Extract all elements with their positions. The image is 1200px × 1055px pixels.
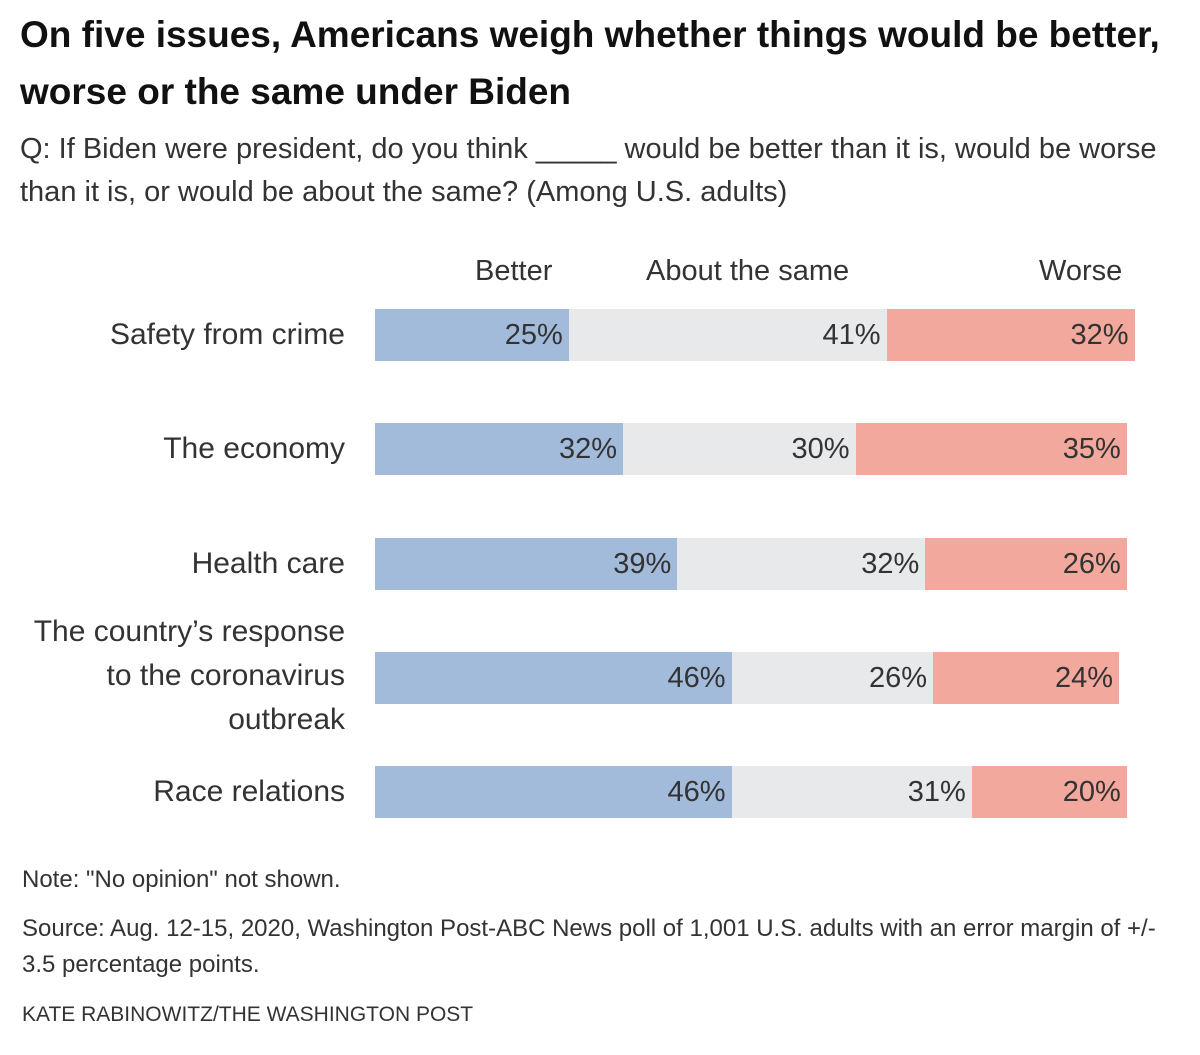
bar-worse	[925, 538, 1127, 590]
category-label: Race relations	[153, 775, 345, 808]
data-label: 41%	[822, 319, 881, 351]
bar-about-the-same	[677, 538, 926, 590]
bar-about-the-same	[568, 309, 887, 361]
note: Note: "No opinion" not shown.	[22, 866, 341, 893]
bar-worse	[855, 423, 1127, 475]
data-label: 32%	[861, 548, 920, 580]
data-label: 32%	[1070, 319, 1129, 351]
credit: KATE RABINOWITZ/THE WASHINGTON POST	[22, 1003, 474, 1026]
category-label: Health care	[191, 547, 345, 580]
legend-same: About the same	[646, 255, 850, 287]
bar-worse	[971, 766, 1127, 818]
bar-worse	[886, 309, 1135, 361]
legend-worse: Worse	[1039, 255, 1123, 287]
data-label: 39%	[613, 548, 672, 580]
data-label: 25%	[504, 319, 563, 351]
bar-better	[375, 652, 732, 704]
data-label: 30%	[791, 433, 850, 465]
bar-better	[375, 309, 569, 361]
data-label: 32%	[558, 433, 617, 465]
bar-about-the-same	[731, 766, 972, 818]
legend-better: Better	[475, 255, 553, 287]
bar-about-the-same	[731, 652, 933, 704]
category-label: The economy	[163, 432, 345, 465]
bar-better	[375, 766, 732, 818]
category-label: The country’s response to the coronaviru…	[33, 615, 345, 736]
data-label: 24%	[1054, 662, 1113, 694]
bar-worse	[933, 652, 1119, 704]
bar-about-the-same	[623, 423, 856, 475]
data-label: 46%	[667, 662, 726, 694]
data-label: 20%	[1062, 776, 1121, 808]
chart-subtitle: Q: If Biden were president, do you think…	[20, 133, 1157, 208]
data-label: 46%	[667, 776, 726, 808]
data-label: 26%	[868, 662, 927, 694]
category-label: Safety from crime	[109, 318, 345, 351]
chart-title: On five issues, Americans weigh whether …	[20, 14, 1160, 112]
data-label: 26%	[1062, 548, 1121, 580]
data-label: 35%	[1062, 433, 1121, 465]
bar-better	[375, 423, 623, 475]
bar-better	[375, 538, 678, 590]
data-label: 31%	[907, 776, 966, 808]
source: Source: Aug. 12-15, 2020, Washington Pos…	[22, 915, 1156, 978]
